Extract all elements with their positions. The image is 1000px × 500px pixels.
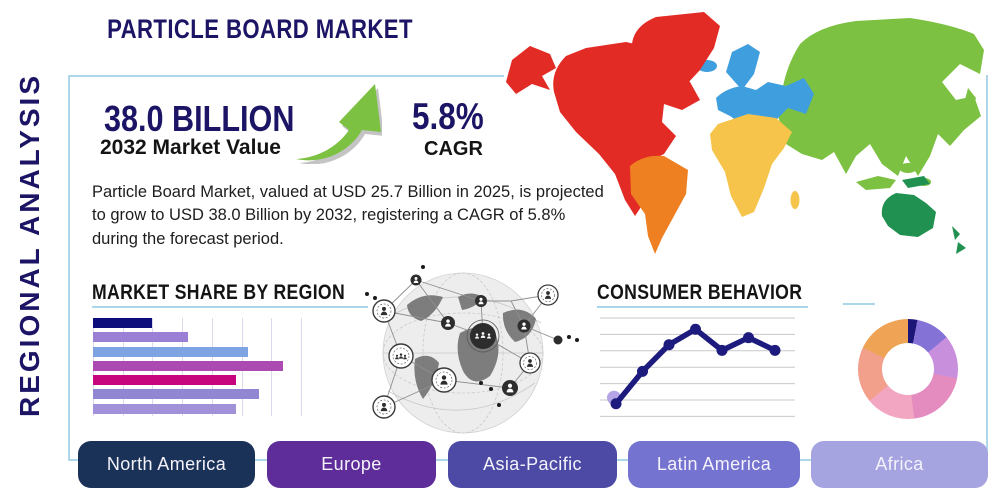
region-button-latin-america[interactable]: Latin America <box>628 441 800 488</box>
map-region-australia <box>882 193 936 237</box>
bar-segment <box>93 347 248 357</box>
consumer-behavior-underline <box>597 306 808 308</box>
map-region-europe-scandinavia <box>726 44 760 90</box>
bar-segment <box>93 318 152 328</box>
map-region-africa <box>710 114 792 217</box>
network-node-group-dark <box>467 320 499 352</box>
map-region-madagascar <box>791 191 800 209</box>
region-button-europe[interactable]: Europe <box>267 441 436 488</box>
market-share-underline <box>92 306 368 308</box>
regional-share-donut-chart <box>858 319 958 419</box>
consumer-behavior-heading: CONSUMER BEHAVIOR <box>597 281 802 305</box>
infographic: PARTICLE BOARD MARKET REGIONAL ANALYSIS … <box>0 0 1000 500</box>
bar-segment <box>93 332 188 342</box>
map-region-new-guinea <box>902 176 930 188</box>
bar-segment <box>93 404 236 414</box>
bar-segment <box>93 389 259 399</box>
globe-network-illustration <box>363 263 593 443</box>
market-summary-text: Particle Board Market, valued at USD 25.… <box>92 181 607 251</box>
market-value-caption: 2032 Market Value <box>100 136 281 160</box>
map-island <box>899 163 917 173</box>
region-button-north-america[interactable]: North America <box>78 441 255 488</box>
region-button-africa[interactable]: Africa <box>811 441 988 488</box>
page-title: PARTICLE BOARD MARKET <box>104 14 416 45</box>
bar-segment <box>93 375 236 385</box>
map-region-new-zealand <box>952 226 966 254</box>
map-region-south-america <box>630 156 688 254</box>
market-share-bar-chart <box>93 318 301 416</box>
region-button-asia-pacific[interactable]: Asia-Pacific <box>448 441 617 488</box>
cagr-value: 5.8% <box>412 96 484 138</box>
map-region-alaska <box>506 46 556 94</box>
cagr-caption: CAGR <box>424 138 483 161</box>
bar-segment <box>93 361 283 371</box>
growth-arrow-icon <box>290 78 382 164</box>
side-vertical-label: REGIONAL ANALYSIS <box>8 75 52 415</box>
consumer-behavior-line-chart <box>597 313 802 438</box>
map-region-asia-islands <box>856 176 896 190</box>
donut-hole <box>882 343 934 395</box>
market-value-2032: 38.0 BILLION <box>104 98 294 140</box>
market-share-heading: MARKET SHARE BY REGION <box>92 281 345 305</box>
donut-accent-line <box>843 303 875 305</box>
